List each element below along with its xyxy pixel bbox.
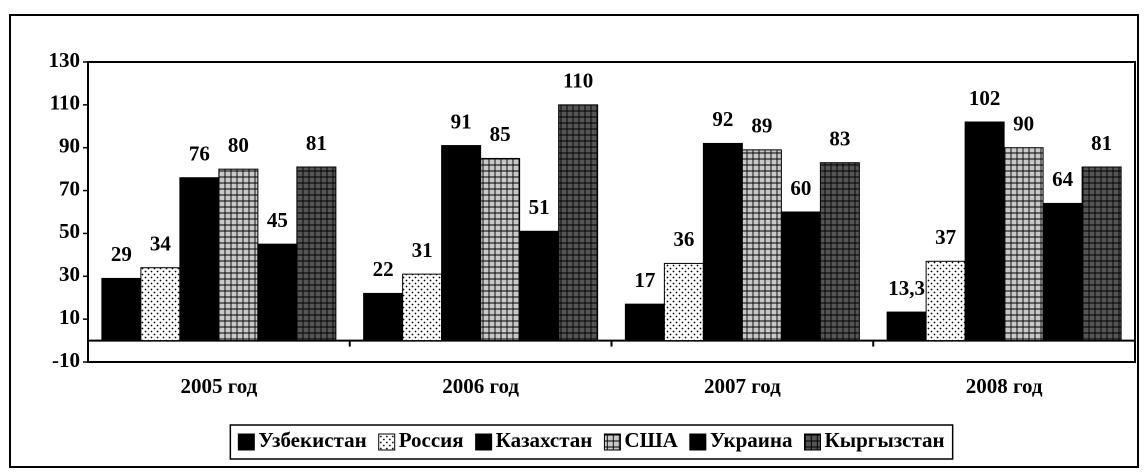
y-tick-label: 110 [50,91,80,115]
bar [519,230,560,342]
data-label: 91 [451,109,472,133]
bar [179,177,220,342]
data-label: 90 [1013,112,1034,136]
bar [558,104,599,342]
frame [9,14,1139,468]
bar [363,292,404,342]
data-label: 76 [189,142,210,166]
data-label: 51 [529,195,550,219]
bar [140,267,181,342]
y-tick-label: 70 [59,176,80,200]
bar [741,149,782,342]
legend-label: Казахстан [496,428,593,452]
bar [1003,147,1044,342]
data-label: 13,3 [888,276,925,300]
bar [702,142,743,342]
legend-swatch [689,433,707,451]
bar [296,166,337,342]
x-tick-label: 2008 год [966,374,1043,398]
y-tick-label: 50 [59,219,80,243]
bar [480,157,521,342]
bar [218,168,259,342]
bar [101,277,142,342]
bar [886,311,927,342]
bar [402,273,443,342]
y-tick-label: -10 [52,348,80,372]
data-label: 89 [751,114,772,138]
bar [1042,202,1083,342]
bar [663,262,704,342]
x-tick-label: 2006 год [442,374,519,398]
bar [441,145,482,342]
legend-swatch [237,433,255,451]
x-tick-label: 2007 год [704,374,781,398]
data-label: 45 [267,208,288,232]
bar [964,121,1005,342]
bar [819,162,860,342]
legend: Узбекистан Россия Казахстан США Украина Кыргы… [229,424,954,460]
y-tick-label: 30 [59,262,80,286]
bar [257,243,298,342]
data-label: 64 [1052,167,1074,191]
data-label: 36 [673,227,694,251]
data-label: 29 [111,242,132,266]
data-label: 92 [712,107,733,131]
data-label: 80 [228,133,249,157]
y-tick-label: 90 [59,134,80,158]
data-label: 34 [150,232,172,256]
bar [780,211,821,342]
data-label: 31 [412,238,433,262]
data-label: 37 [935,225,956,249]
legend-label: Кыргызстан [824,428,944,452]
y-tick-label: 130 [49,48,81,72]
legend-label: Россия [399,428,464,452]
legend-swatch [603,433,621,451]
data-label: 81 [1091,131,1112,155]
data-label: 81 [306,131,327,155]
legend-swatch [475,433,493,451]
data-label: 110 [563,69,593,93]
data-label: 85 [490,122,511,146]
data-label: 102 [969,86,1001,110]
plot-area [87,61,1136,363]
bar [1081,166,1122,342]
y-tick-label: 10 [59,305,80,329]
data-label: 83 [829,127,850,151]
data-label: 22 [373,257,394,281]
bar [624,303,665,342]
data-label: 60 [790,176,811,200]
bar [925,260,966,342]
legend-swatch [378,433,396,451]
data-label: 17 [634,268,655,292]
legend-label: Украина [710,428,793,452]
legend-label: США [624,428,678,452]
x-tick-label: 2005 год [180,374,257,398]
legend-swatch [803,433,821,451]
legend-label: Узбекистан [258,428,366,452]
legend-box [229,424,954,460]
